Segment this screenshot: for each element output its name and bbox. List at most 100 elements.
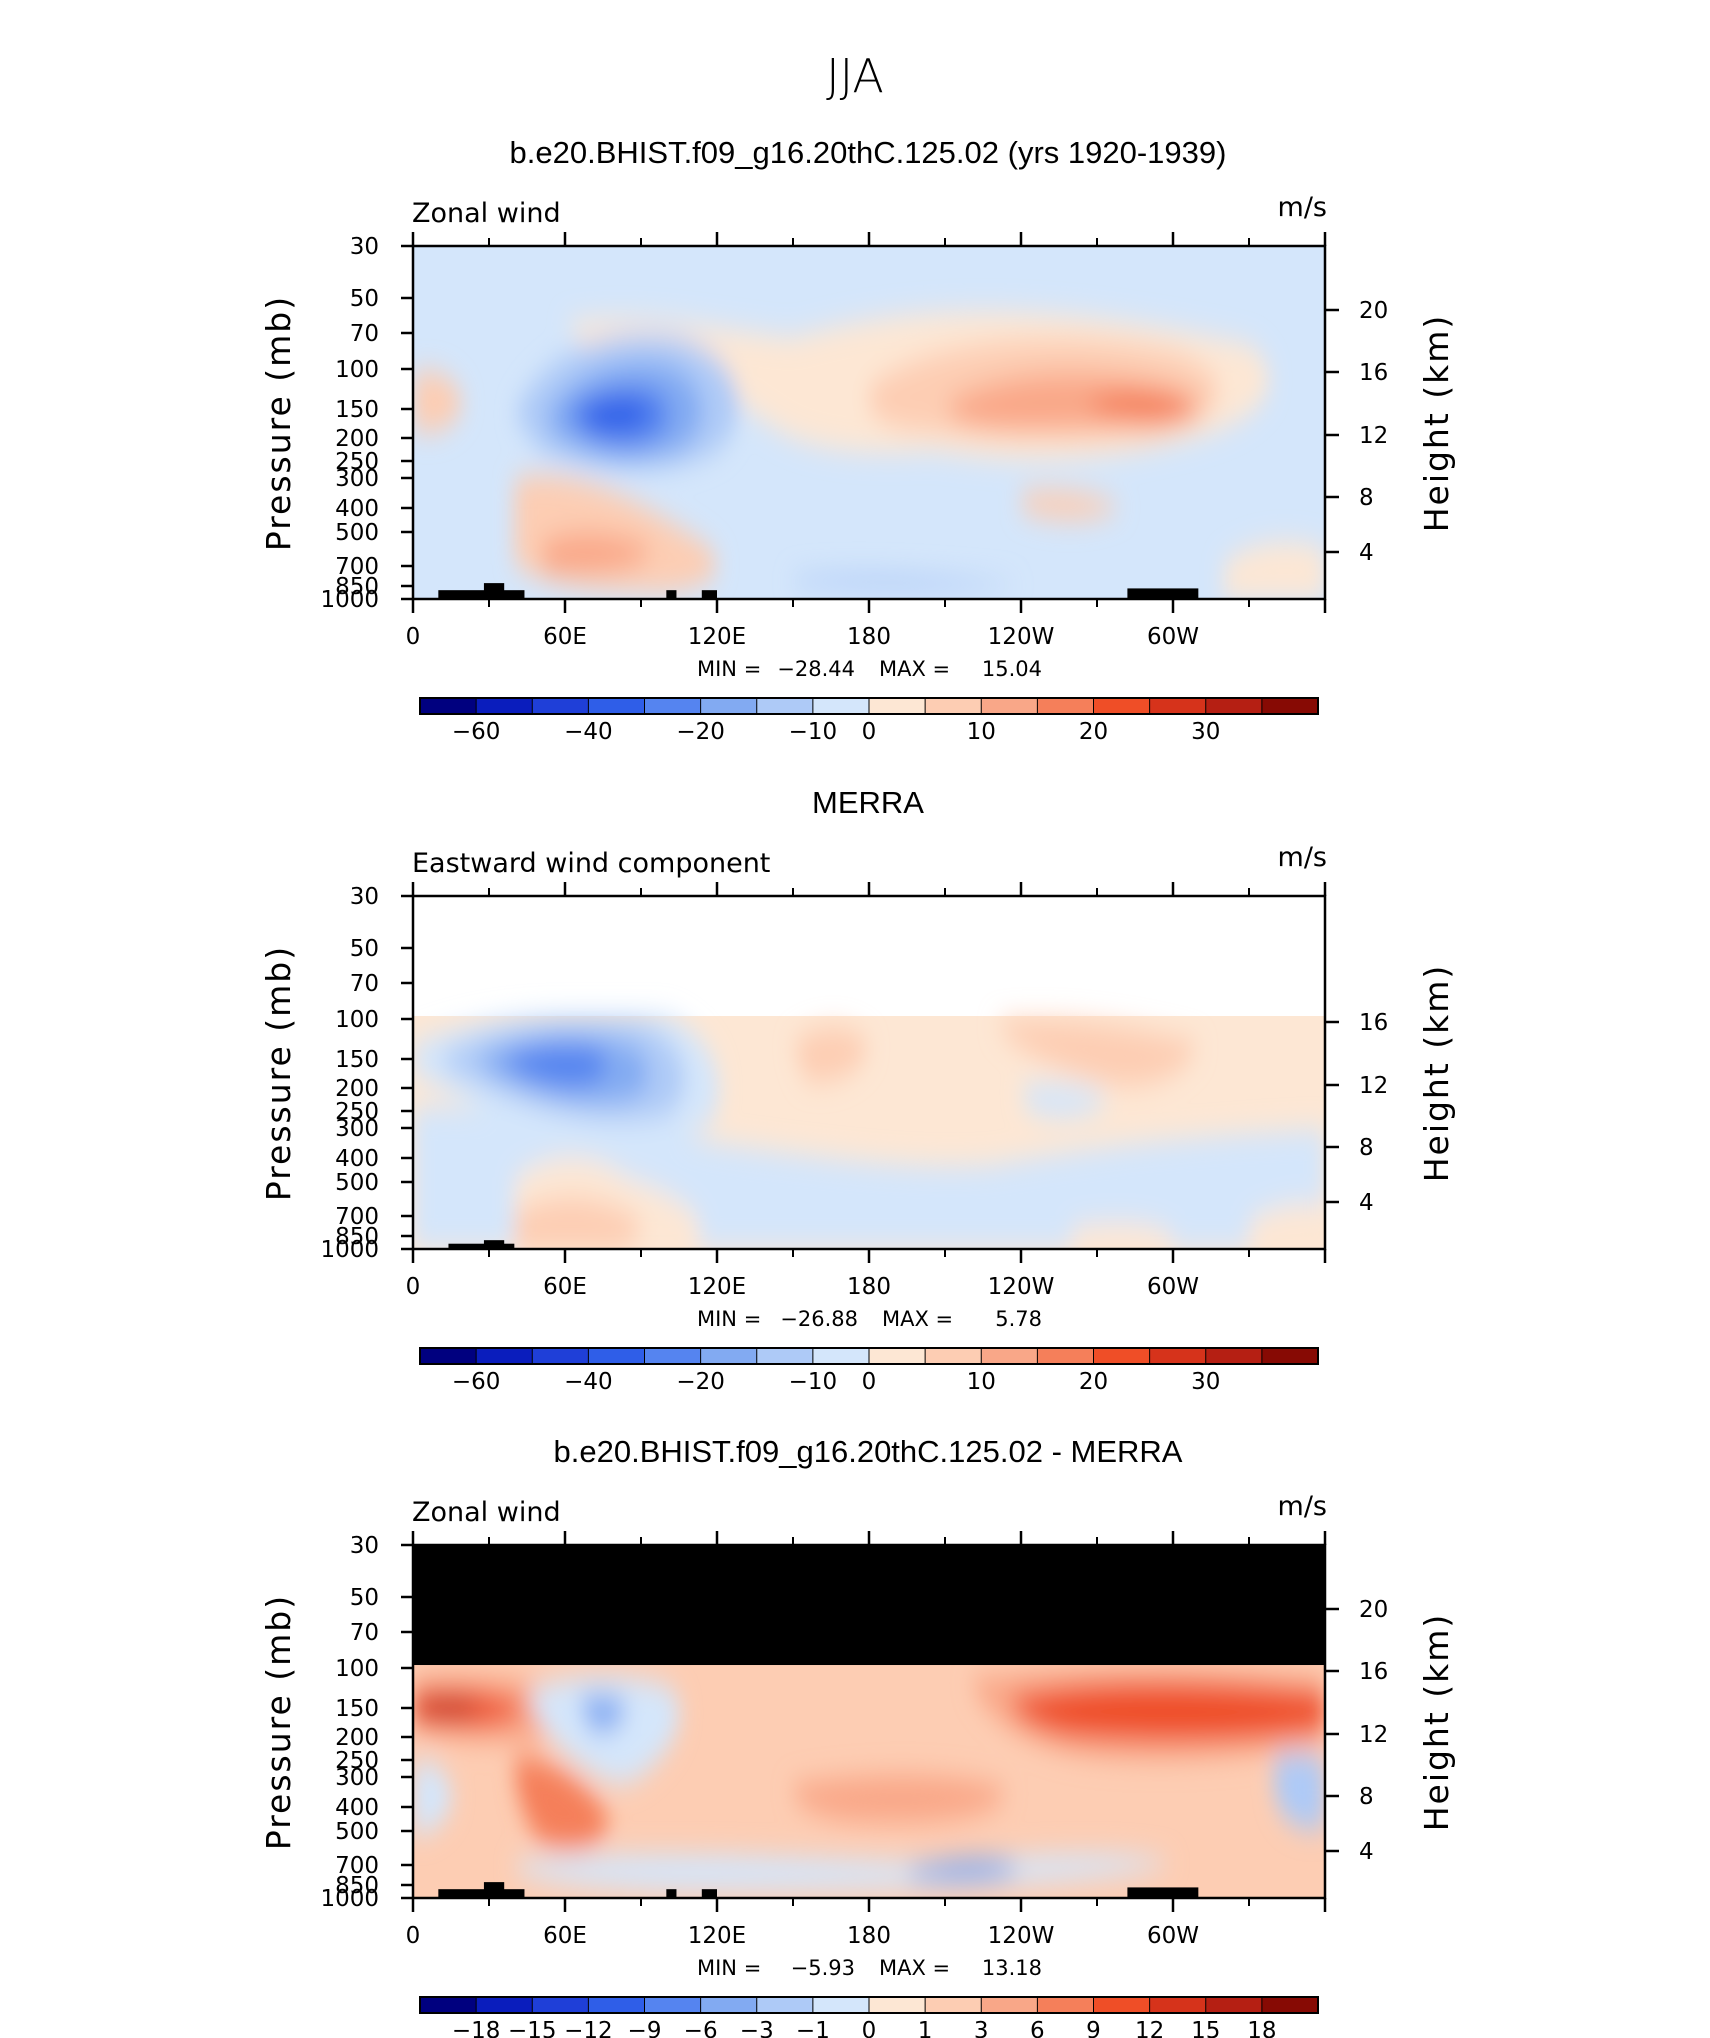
colorbar-swatch <box>1205 1996 1263 2014</box>
colorbar-label: 0 <box>862 1369 877 1395</box>
y-tick-label: 850 <box>335 1224 379 1250</box>
colorbar-swatch <box>587 1996 646 2014</box>
colorbar-label: −20 <box>676 719 725 745</box>
y-tick-label: 70 <box>350 321 379 347</box>
colorbar-swatch <box>756 1347 814 1365</box>
topography <box>438 583 1199 599</box>
colorbar-swatch <box>812 1996 870 2014</box>
colorbar-swatch <box>924 1996 983 2014</box>
colorbar-label: −10 <box>789 1369 838 1395</box>
y-tick-label: 200 <box>335 1725 379 1751</box>
colorbar-label: 10 <box>967 1369 996 1395</box>
colorbar-label: 15 <box>1191 2018 1220 2038</box>
colorbar-swatch <box>756 697 814 715</box>
x-tick-label: 60E <box>543 1274 587 1300</box>
colorbar-swatch <box>587 697 646 715</box>
y-tick-label: 30 <box>350 234 379 260</box>
masked-stratosphere <box>413 1545 1325 1666</box>
figure-title: JJA <box>826 49 884 103</box>
x-tick-label: 120E <box>688 624 746 650</box>
unit-label: m/s <box>1278 192 1327 223</box>
min-label: MIN = <box>697 1307 761 1331</box>
colorbar-swatch <box>1149 1996 1207 2014</box>
colorbar-swatch <box>812 697 870 715</box>
y-tick-label: 30 <box>350 884 379 910</box>
y-tick-label: 150 <box>335 397 379 423</box>
plot-area <box>411 244 1327 601</box>
colorbar-label: −1 <box>796 2018 830 2038</box>
min-value: −26.88 <box>780 1307 858 1331</box>
colorbar-swatch <box>924 1347 983 1365</box>
contour-negative-lower <box>413 1762 454 1835</box>
x-tick-label: 120E <box>688 1274 746 1300</box>
y-axis-label: Pressure (mb) <box>259 945 298 1201</box>
field-label: Eastward wind component <box>412 848 770 879</box>
y-tick-label: 300 <box>335 1116 379 1142</box>
colorbar-label: 30 <box>1191 1369 1220 1395</box>
colorbar-swatch <box>868 1996 927 2014</box>
colorbar-swatch <box>419 1347 478 1365</box>
contour-positive-lower <box>514 1756 611 1849</box>
height-tick-label: 4 <box>1359 1190 1374 1216</box>
y-tick-label: 500 <box>335 520 379 546</box>
colorbar-swatch <box>868 1347 927 1365</box>
colorbar-label: 18 <box>1247 2018 1276 2038</box>
colorbar-swatch <box>1261 697 1319 715</box>
y-tick-label: 500 <box>335 1819 379 1845</box>
contour-negative-upper-2 <box>577 1695 629 1732</box>
colorbar-swatch <box>812 1347 870 1365</box>
max-value: 5.78 <box>995 1307 1042 1331</box>
panel-title: b.e20.BHIST.f09_g16.20thC.125.02 - MERRA <box>554 1434 1183 1469</box>
colorbar: −60 −40 −20 −10 0 10 20 30 <box>419 697 1319 745</box>
colorbar-label: 10 <box>967 719 996 745</box>
y-tick-label: 700 <box>335 1204 379 1230</box>
colorbar-label: −40 <box>564 719 613 745</box>
y-tick-label: 70 <box>350 971 379 997</box>
height-tick-label: 16 <box>1359 1659 1388 1685</box>
plot-area <box>411 894 1327 1251</box>
colorbar-swatch <box>644 1996 702 2014</box>
y-tick-label: 100 <box>335 1007 379 1033</box>
colorbar-swatch <box>700 1347 758 1365</box>
y-tick-label: 100 <box>335 1656 379 1682</box>
y2-axis-label: Height (km) <box>1417 1613 1456 1832</box>
contour-positive-east-2 <box>1008 1683 1325 1741</box>
colorbar-label: 12 <box>1135 2018 1164 2038</box>
field-label: Zonal wind <box>412 1497 561 1528</box>
topography <box>448 1240 515 1249</box>
contour-positive-upper-2 <box>995 1020 1199 1085</box>
colorbar-swatch <box>1036 1347 1095 1365</box>
y-tick-label: 300 <box>335 1765 379 1791</box>
colorbar-swatch <box>1261 1347 1319 1365</box>
colorbar-frame <box>419 1996 1319 2014</box>
contour-positive-upper-4 <box>1084 390 1204 424</box>
colorbar-swatch <box>1036 1996 1095 2014</box>
colorbar-swatch <box>1093 1996 1151 2014</box>
height-tick-label: 12 <box>1359 1722 1388 1748</box>
height-tick-label: 16 <box>1359 1010 1388 1036</box>
colorbar-swatch <box>700 697 758 715</box>
y-tick-label: 200 <box>335 1076 379 1102</box>
colorbar-swatch <box>1261 1996 1319 2014</box>
contour-positive-lower-2 <box>514 1197 643 1249</box>
y-tick-label: 50 <box>350 286 379 312</box>
height-tick-label: 4 <box>1359 1839 1374 1865</box>
colorbar-label: −6 <box>684 2018 718 2038</box>
x-tick-label: 180 <box>847 624 891 650</box>
colorbar-swatch <box>531 1347 590 1365</box>
colorbar-swatch <box>868 697 927 715</box>
panel-model: b.e20.BHIST.f09_g16.20thC.125.02 (yrs 19… <box>259 135 1456 745</box>
max-label: MAX = <box>882 1307 953 1331</box>
colorbar-label: 20 <box>1079 1369 1108 1395</box>
contour-negative-sfc-2 <box>907 1859 1021 1882</box>
colorbar-label: −10 <box>789 719 838 745</box>
colorbar-label: −40 <box>564 1369 613 1395</box>
y-tick-label: 250 <box>335 449 379 475</box>
height-tick-label: 8 <box>1359 1784 1374 1810</box>
y2-axis-label: Height (km) <box>1417 314 1456 533</box>
y-tick-label: 70 <box>350 1620 379 1646</box>
y-tick-label: 150 <box>335 1047 379 1073</box>
colorbar-swatch <box>1093 1347 1151 1365</box>
y-tick-label: 700 <box>335 554 379 580</box>
x-tick-label: 180 <box>847 1923 891 1949</box>
